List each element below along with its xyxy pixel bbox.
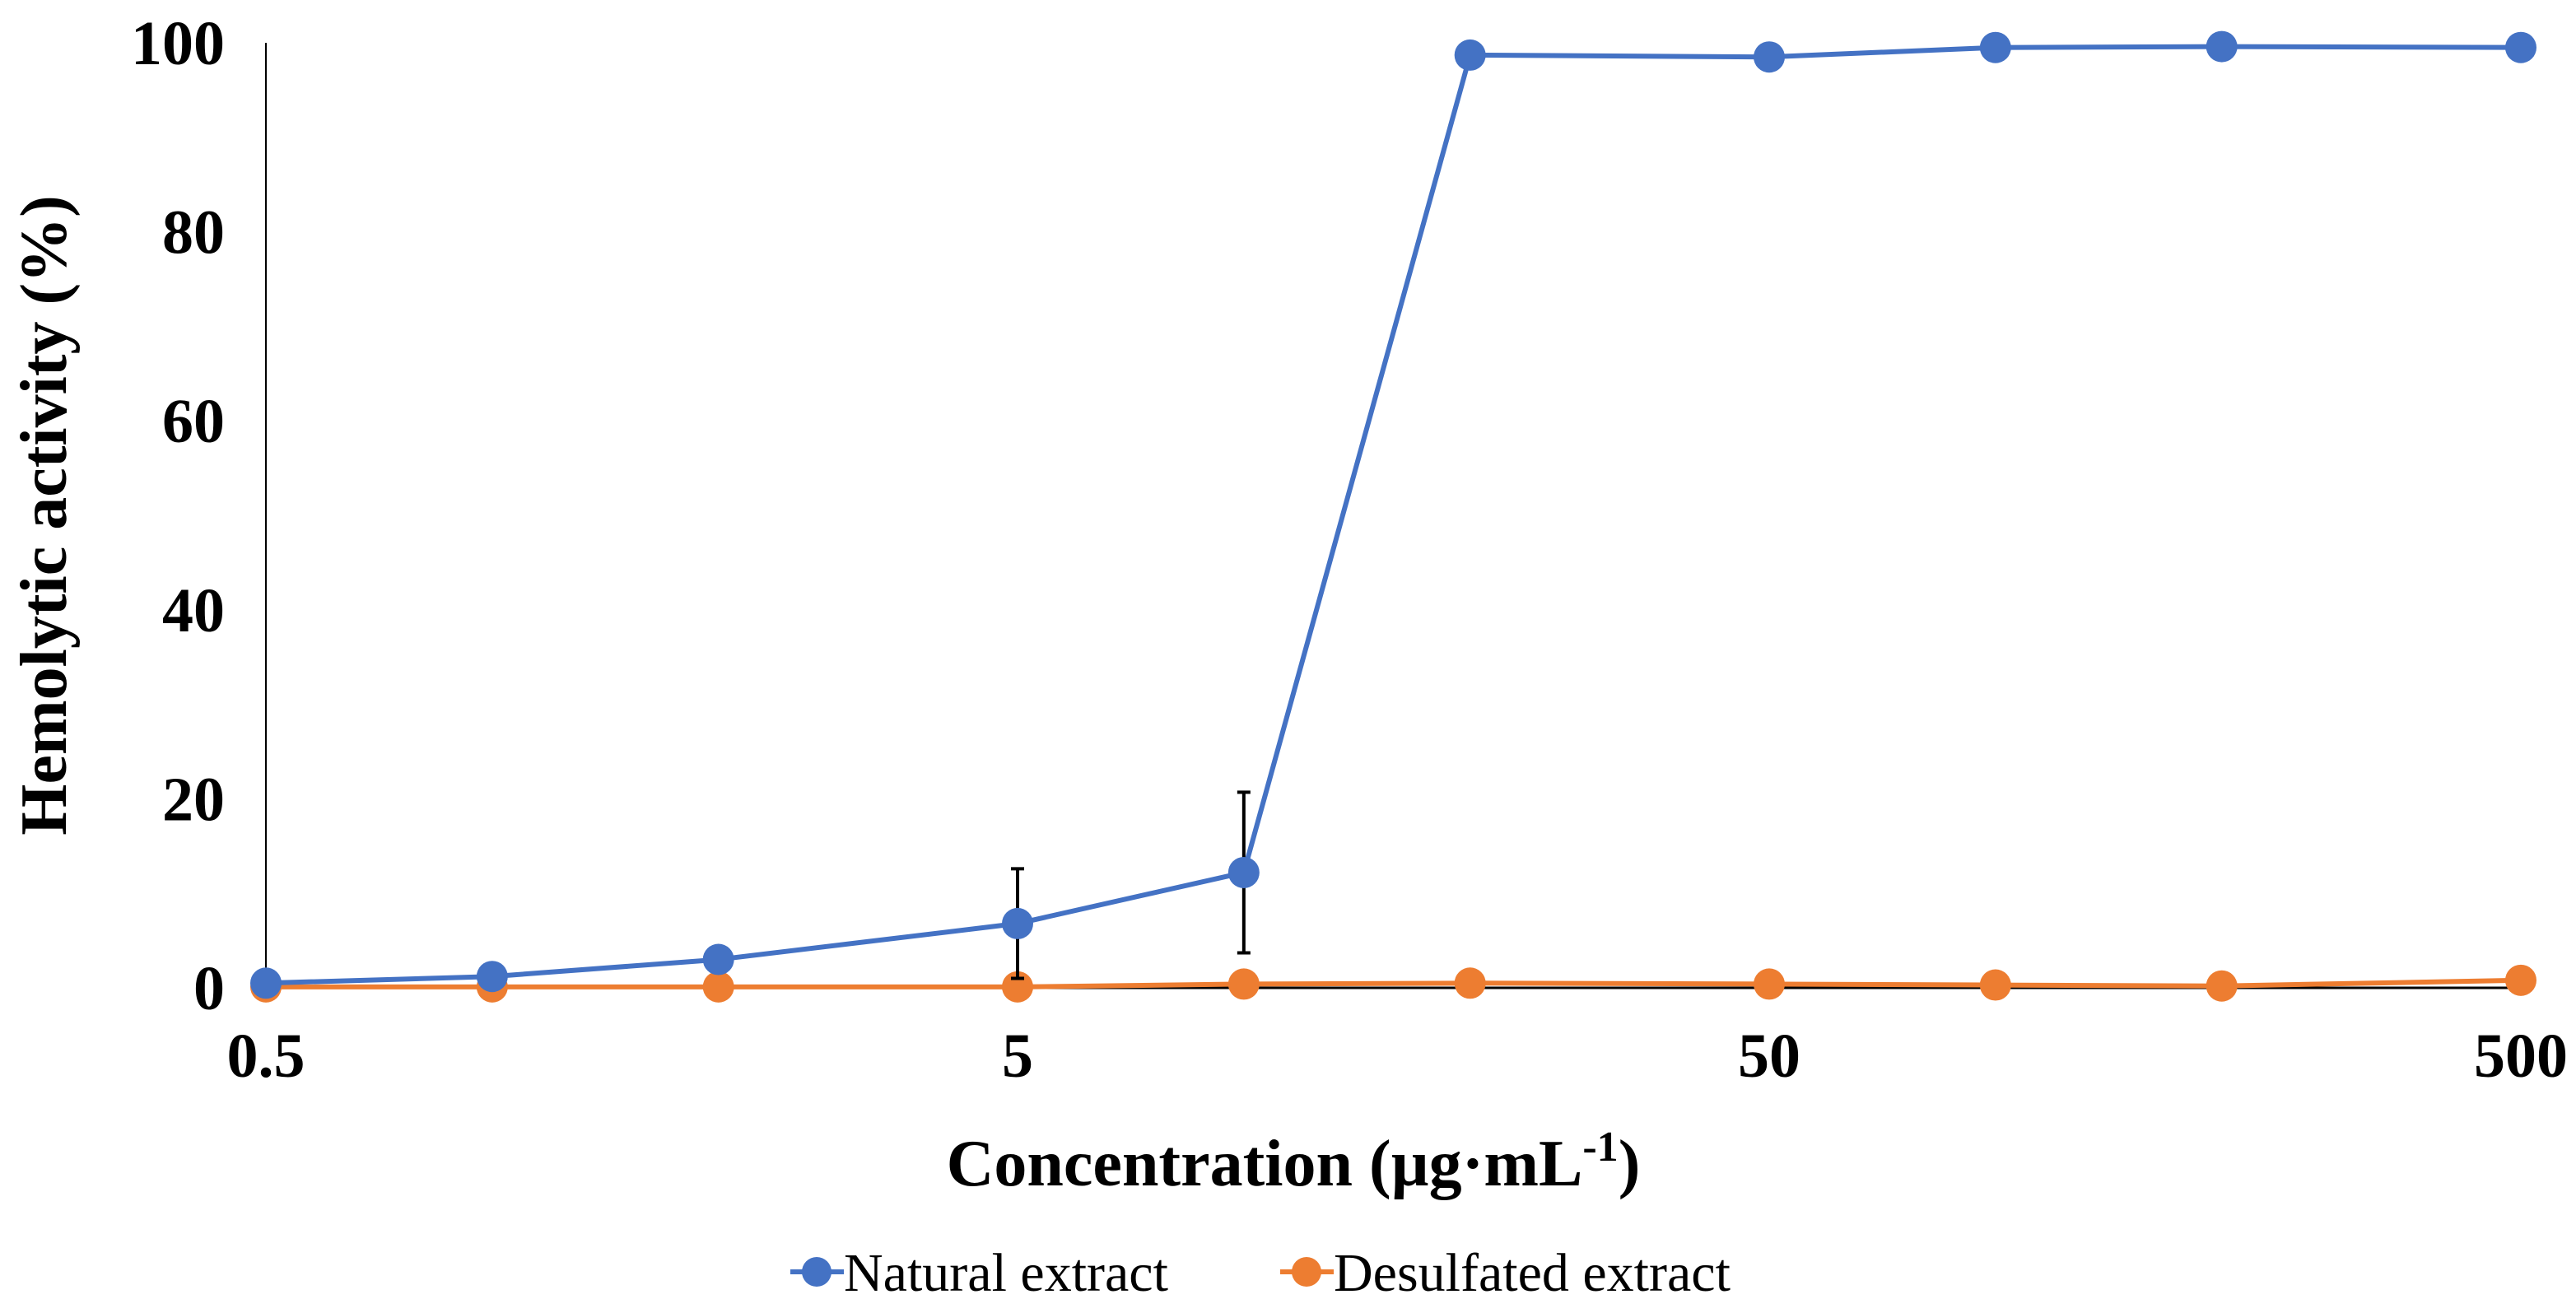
x-axis-title-superscript: -1: [1582, 1124, 1618, 1171]
legend-natural-marker-icon: [802, 1257, 831, 1287]
data-point-natural-extract: [476, 961, 508, 993]
data-point-natural-extract: [1002, 907, 1033, 939]
legend-natural-label: Natural extract: [844, 1243, 1168, 1303]
legend: Natural extract Desulfated extract: [790, 1243, 1731, 1303]
y-tick-label: 100: [131, 9, 225, 78]
data-point-natural-extract: [2206, 30, 2238, 63]
series-layer: [250, 30, 2536, 1003]
data-point-natural-extract: [1979, 31, 2011, 63]
data-point-desulfated-extract: [1454, 967, 1486, 999]
x-tick-labels: 0.5 5 50 500: [227, 1022, 2569, 1091]
y-tick-label: 80: [162, 198, 225, 268]
y-axis-title: Hemolytic activity (%): [8, 195, 81, 836]
x-tick-label: 5: [1002, 1022, 1033, 1091]
data-point-natural-extract: [250, 967, 282, 999]
x-tick-label: 0.5: [227, 1022, 305, 1091]
data-point-desulfated-extract: [1002, 971, 1033, 1003]
x-axis-title-main: Concentration (µg·mL: [947, 1128, 1583, 1200]
data-point-natural-extract: [702, 943, 734, 975]
y-tick-label: 60: [162, 387, 225, 456]
y-tick-label: 0: [193, 954, 225, 1023]
data-point-desulfated-extract: [2206, 970, 2238, 1002]
data-point-natural-extract: [1754, 41, 1785, 73]
y-tick-label: 20: [162, 765, 225, 834]
data-point-natural-extract: [2505, 31, 2536, 63]
series-natural-extract: [250, 30, 2536, 999]
legend-desulfated-label: Desulfated extract: [1334, 1243, 1731, 1303]
data-point-natural-extract: [1454, 39, 1486, 71]
data-point-desulfated-extract: [702, 971, 734, 1003]
data-point-desulfated-extract: [2505, 964, 2536, 996]
x-tick-label: 500: [2474, 1022, 2568, 1091]
x-axis-title: Concentration (µg·mL-1): [947, 1124, 1641, 1200]
data-point-desulfated-extract: [1227, 968, 1260, 1000]
legend-item-natural: Natural extract: [790, 1243, 1168, 1303]
y-tick-label: 40: [162, 576, 225, 645]
legend-item-desulfated: Desulfated extract: [1280, 1243, 1731, 1303]
y-tick-labels: 0 20 40 60 80 100: [131, 9, 225, 1023]
series-line-desulfated-extract: [266, 977, 2522, 989]
data-point-natural-extract: [1227, 856, 1260, 888]
x-tick-label: 50: [1738, 1022, 1800, 1091]
data-point-desulfated-extract: [1754, 968, 1785, 1000]
legend-desulfated-marker-icon: [1292, 1257, 1321, 1287]
x-axis-title-close: ): [1619, 1128, 1641, 1200]
data-point-desulfated-extract: [1979, 969, 2011, 1001]
series-line-natural-extract: [265, 44, 2522, 986]
